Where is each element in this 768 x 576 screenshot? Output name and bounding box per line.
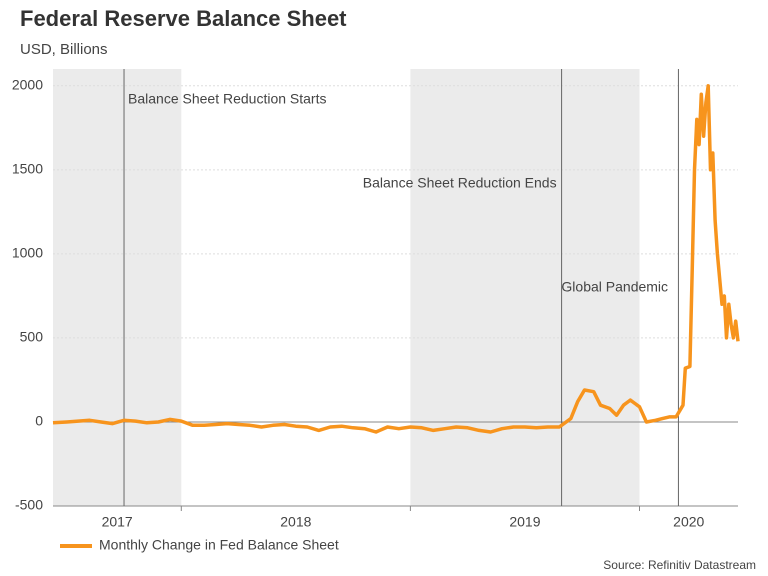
source: Source: Refinitiv Datastream [603, 558, 756, 572]
data-line [52, 84, 740, 434]
chart-subtitle: USD, Billions [20, 41, 108, 58]
x-tick-label: 2019 [509, 514, 540, 530]
y-tick-label: 2000 [12, 77, 43, 93]
annotation: Balance Sheet Reduction Ends [363, 175, 557, 191]
y-tick-label: 0 [35, 413, 43, 429]
legend-label: Monthly Change in Fed Balance Sheet [99, 537, 339, 553]
y-tick-label: 1000 [12, 245, 43, 261]
annotation: Global Pandemic [561, 279, 668, 295]
x-tick-label: 2020 [673, 514, 704, 530]
x-tick-label: 2017 [102, 514, 133, 530]
y-tick-label: -500 [15, 497, 43, 513]
shaded-band [53, 69, 182, 506]
x-tick-label: 2018 [280, 514, 311, 530]
chart-title: Federal Reserve Balance Sheet [20, 6, 347, 31]
shaded-band [410, 69, 640, 506]
annotation: Balance Sheet Reduction Starts [128, 91, 326, 107]
y-tick-label: 500 [20, 329, 44, 345]
y-tick-label: 1500 [12, 161, 43, 177]
